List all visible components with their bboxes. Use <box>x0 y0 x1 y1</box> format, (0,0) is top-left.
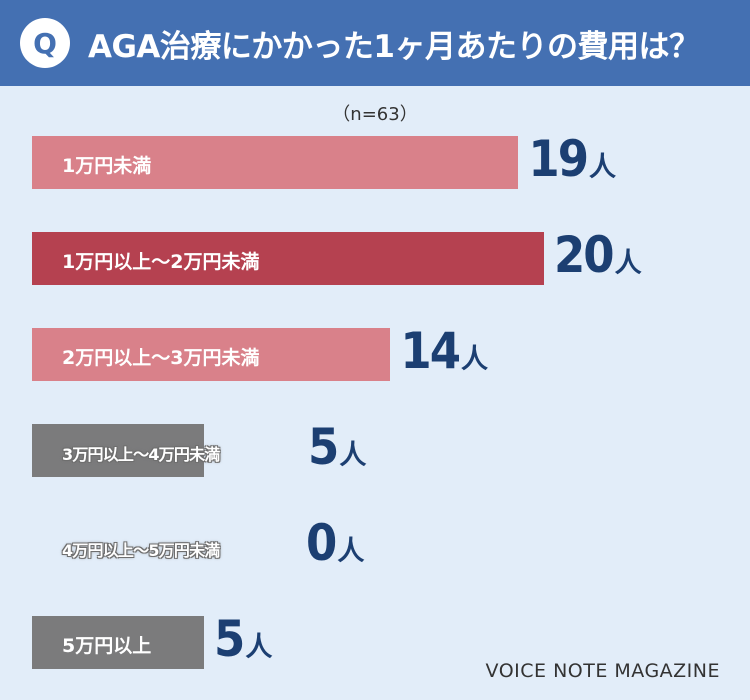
value-number: 5 <box>214 610 245 668</box>
brand-label: VOICE NOTE MAGAZINE <box>485 660 720 682</box>
bar <box>32 136 519 189</box>
value-label: 19人 <box>528 130 616 188</box>
value-unit: 人 <box>461 344 488 375</box>
bar <box>32 616 204 669</box>
category-label: 1万円以上～2万円未満 <box>62 250 260 273</box>
value-number: 20 <box>554 226 615 284</box>
value-number: 5 <box>308 418 339 476</box>
value-label: 5人 <box>308 418 366 476</box>
bar <box>32 232 544 285</box>
value-number: 14 <box>400 322 461 380</box>
bar-row: 3万円以上～4万円未満 5人 <box>0 418 750 477</box>
chart-title: AGA治療にかかった1ヶ月あたりの費用は？ <box>88 29 700 65</box>
value-number: 0 <box>306 514 337 572</box>
bar-row: 5万円以上 5人 <box>0 610 750 669</box>
sample-size: （n=63） <box>332 104 418 125</box>
chart-header: Q AGA治療にかかった1ヶ月あたりの費用は？ <box>0 0 750 86</box>
bar-row: 4万円以上～5万円未満 0人 <box>0 514 750 573</box>
value-label: 5人 <box>214 610 272 668</box>
value-unit: 人 <box>339 440 367 471</box>
category-label: 2万円以上～3万円未満 <box>62 346 260 369</box>
value-unit: 人 <box>589 152 616 183</box>
q-badge: Q <box>20 18 70 68</box>
category-label: 5万円以上 <box>62 634 152 657</box>
bar-row: 2万円以上～3万円未満 14人 <box>0 322 750 381</box>
value-unit: 人 <box>337 536 365 567</box>
bar-row: 1万円未満 19人 <box>0 130 750 189</box>
value-label: 20人 <box>554 226 642 284</box>
bar <box>32 424 204 477</box>
value-unit: 人 <box>245 632 273 663</box>
value-label: 14人 <box>400 322 488 380</box>
value-number: 19 <box>528 130 589 188</box>
category-label: 3万円以上～4万円未満 <box>62 444 220 464</box>
bar <box>32 328 391 381</box>
category-label: 4万円以上～5万円未満 <box>62 540 220 560</box>
value-unit: 人 <box>614 248 642 279</box>
category-label: 1万円未満 <box>62 154 152 177</box>
value-label: 0人 <box>306 514 364 572</box>
bar-row: 1万円以上～2万円未満 20人 <box>0 226 750 285</box>
